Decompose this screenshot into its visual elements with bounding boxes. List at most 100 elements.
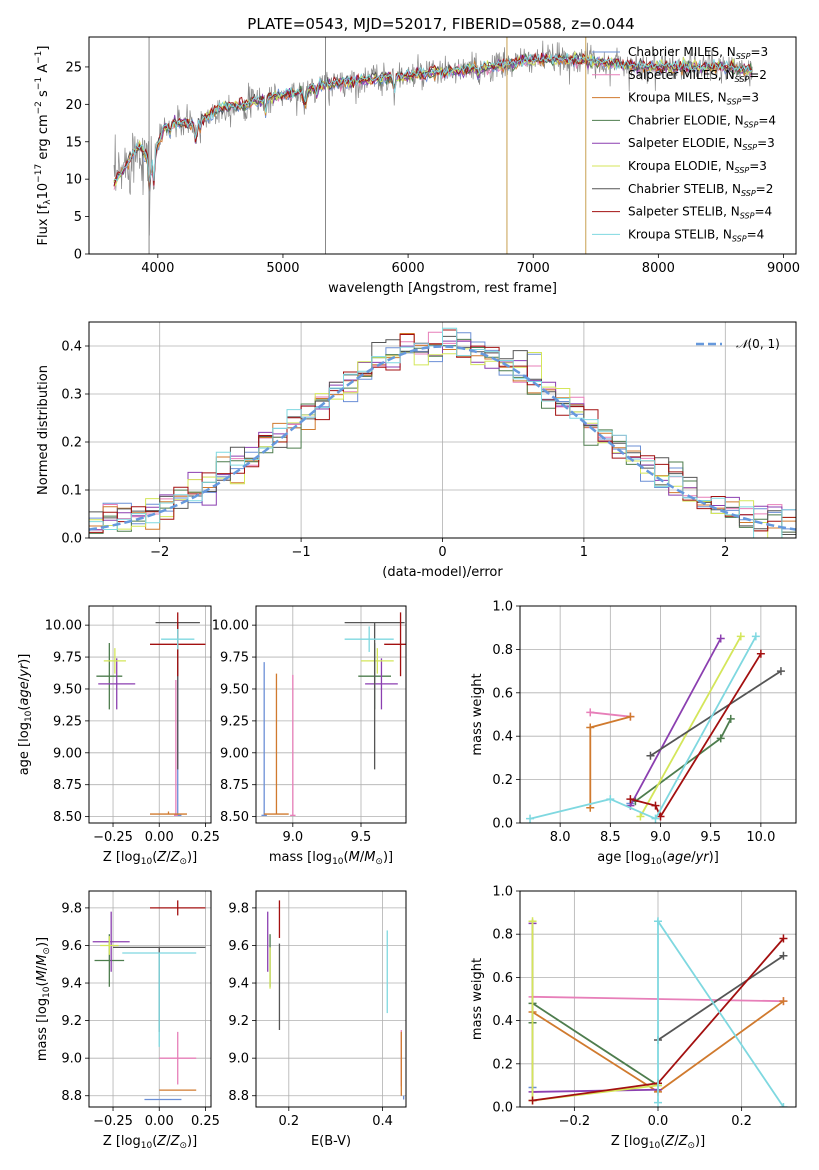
x-tick-label: −0.25 xyxy=(93,1114,133,1129)
errorbar-point xyxy=(344,621,405,770)
weight-marker xyxy=(716,634,725,643)
mass-vs-Z-plot-area xyxy=(92,900,206,1101)
x-tick-label: 8.5 xyxy=(600,830,621,845)
mass-vs-ebv-frame xyxy=(255,890,407,1108)
x-tick-label: 9.0 xyxy=(650,830,671,845)
weight-vs-age-frame xyxy=(519,605,797,824)
x-tick-label: 0 xyxy=(438,545,446,560)
weight-line xyxy=(634,718,732,803)
y-tick-label: 0.2 xyxy=(492,1057,513,1072)
y-tick-label: 9.6 xyxy=(61,939,82,954)
spectrum-legend: Chabrier MILES, NSSP=3 Salpeter MILES, NS… xyxy=(592,45,776,243)
y-tick-label: 8.50 xyxy=(53,810,82,825)
x-tick-label: −2 xyxy=(150,545,169,560)
spectrum-plot-area xyxy=(113,37,753,254)
errorbar-point xyxy=(344,626,394,652)
weight-marker xyxy=(654,1098,662,1107)
x-tick-label: 9.5 xyxy=(351,830,372,845)
y-tick-label: 8.8 xyxy=(61,1089,82,1104)
weight-line xyxy=(639,635,742,817)
errorbar-point xyxy=(100,936,119,955)
y-tick-label: 9.6 xyxy=(228,939,249,954)
x-tick-label: 9000 xyxy=(767,261,800,276)
y-tick-label: 5 xyxy=(74,210,82,225)
spectrum-frame xyxy=(88,36,797,255)
y-tick-label: 8.50 xyxy=(220,810,249,825)
y-tick-label: 8.75 xyxy=(220,778,249,793)
y-tick-label: 20 xyxy=(65,98,82,113)
errorbar-point xyxy=(290,674,296,816)
x-tick-label: 4000 xyxy=(141,261,174,276)
weight-vs-Z-xlabel: Z [log10(Z/Z⊙)] xyxy=(611,1134,705,1151)
spectrum-xlabel: wavelength [Angstrom, rest frame] xyxy=(328,281,557,296)
weight-marker xyxy=(636,812,645,821)
y-tick-label: 0.8 xyxy=(492,928,513,943)
x-tick-label: 0.25 xyxy=(191,830,220,845)
legend-entry: Salpeter ELODIE, NSSP=3 xyxy=(628,136,775,152)
weight-marker xyxy=(606,795,615,804)
residuals-plot-area xyxy=(89,327,796,538)
errorbar-point xyxy=(98,658,136,710)
weight-marker xyxy=(651,801,660,810)
y-tick-label: 0.4 xyxy=(492,1014,513,1029)
normal-curve xyxy=(89,345,796,531)
x-tick-label: 7000 xyxy=(517,261,550,276)
x-tick-label: 6000 xyxy=(392,261,425,276)
weight-line xyxy=(657,955,785,1041)
weight-marker xyxy=(779,934,788,943)
y-tick-label: 9.25 xyxy=(53,714,82,729)
weight-marker xyxy=(646,751,655,760)
weight-marker xyxy=(779,951,788,960)
y-tick-label: 0.2 xyxy=(61,436,82,451)
y-tick-label: 8.75 xyxy=(53,778,82,793)
weight-marker xyxy=(756,649,765,658)
y-tick-label: 10 xyxy=(65,173,82,188)
y-tick-label: 10.00 xyxy=(212,619,249,634)
errorbar-point xyxy=(261,662,267,816)
residuals-frame xyxy=(88,321,797,539)
legend-entry: Salpeter STELIB, NSSP=4 xyxy=(628,205,772,221)
weight-vs-Z-ylabel: mass weight xyxy=(470,958,485,1040)
x-tick-label: 9.5 xyxy=(700,830,721,845)
mass-vs-ebv-plot-area xyxy=(267,900,405,1100)
weight-marker xyxy=(726,714,735,723)
y-tick-label: 9.0 xyxy=(228,1052,249,1067)
y-tick-label: 9.25 xyxy=(220,714,249,729)
legend-entry: Chabrier ELODIE, NSSP=4 xyxy=(628,113,776,129)
weight-vs-age-ylabel: mass weight xyxy=(470,673,485,755)
weight-marker xyxy=(586,708,595,717)
spectrum-ylabel: Flux [fλ10−17 erg cm−2 s−1 A−1] xyxy=(34,46,53,246)
weight-vs-age-plot-area xyxy=(526,632,785,823)
age-vs-Z-axes: −0.25 0.00 0.25 8.50 8.75 9.00 9.25 9.50 9.75 10.… xyxy=(45,606,220,845)
y-tick-label: 15 xyxy=(65,135,82,150)
legend-entry: Chabrier STELIB, NSSP=2 xyxy=(628,182,773,198)
weight-marker xyxy=(716,734,725,743)
x-tick-label: 0.00 xyxy=(145,1114,174,1129)
age-vs-Z-frame xyxy=(88,605,212,824)
y-tick-label: 0.1 xyxy=(61,484,82,499)
model-spectrum-line xyxy=(113,51,753,186)
errorbar-point xyxy=(122,952,197,1047)
x-tick-label: 0.4 xyxy=(372,1114,393,1129)
residual-histogram xyxy=(89,327,796,538)
age-vs-mass-frame xyxy=(255,605,407,824)
weight-marker xyxy=(528,1096,537,1105)
y-tick-label: 0.4 xyxy=(492,730,513,745)
errorbar-point xyxy=(365,658,398,710)
mass-vs-ebv-axes: 0.2 0.4 8.8 9.0 9.2 9.4 9.6 9.8 xyxy=(228,891,406,1129)
errorbar-point xyxy=(103,648,126,674)
y-tick-label: 1.0 xyxy=(492,600,513,615)
x-tick-label: 10.0 xyxy=(746,830,775,845)
weight-line xyxy=(590,711,631,718)
residuals-legend: 𝒩(0, 1) xyxy=(696,337,780,351)
x-tick-label: 8.0 xyxy=(550,830,571,845)
errorbar-point xyxy=(150,811,187,815)
y-tick-label: 0.6 xyxy=(492,971,513,986)
weight-vs-age-xlabel: age [log10(age/yr)] xyxy=(597,850,719,867)
y-tick-label: 0.0 xyxy=(492,817,513,832)
y-tick-label: 9.50 xyxy=(220,682,249,697)
weight-marker xyxy=(626,712,635,721)
residuals-ylabel: Normed distribution xyxy=(36,365,51,495)
weight-marker xyxy=(526,814,535,823)
spectrum-axes: 4000 5000 6000 7000 8000 9000 0 5 10 15 20 25 xyxy=(65,60,800,276)
